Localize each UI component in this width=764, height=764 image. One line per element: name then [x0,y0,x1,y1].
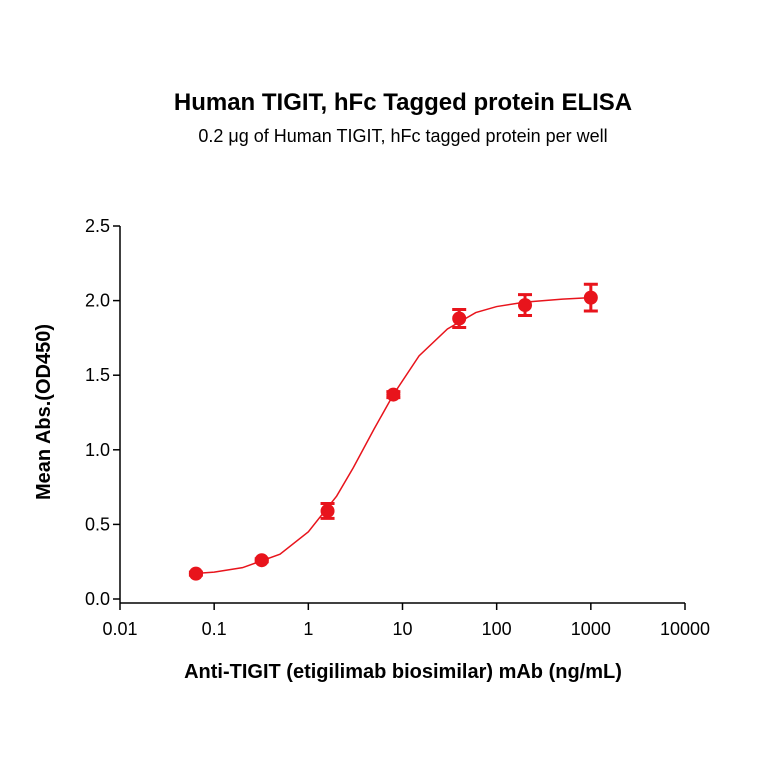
y-tick-label: 1.0 [85,440,110,460]
x-tick-label: 100 [482,619,512,639]
fit-curve [193,296,591,575]
y-tick-label: 2.0 [85,291,110,311]
x-tick-label: 10000 [660,619,710,639]
data-point [452,311,467,326]
x-tick-label: 0.01 [102,619,137,639]
x-tick-label: 0.1 [202,619,227,639]
data-point [583,290,598,305]
data-point [518,298,533,313]
y-tick-label: 0.5 [85,514,110,534]
chart-title: Human TIGIT, hFc Tagged protein ELISA [174,89,632,116]
x-tick-label: 10 [392,619,412,639]
data-point [320,503,335,518]
x-tick-label: 1 [303,619,313,639]
chart-subtitle: 0.2 μg of Human TIGIT, hFc tagged protei… [198,126,607,146]
x-tick-label: 1000 [571,619,611,639]
y-tick-label: 2.5 [85,216,110,236]
y-tick-label: 1.5 [85,365,110,385]
y-axis-label: Mean Abs.(OD450) [33,324,55,500]
y-tick-label: 0.0 [85,589,110,609]
x-axis-label: Anti-TIGIT (etigilimab biosimilar) mAb (… [184,661,622,683]
